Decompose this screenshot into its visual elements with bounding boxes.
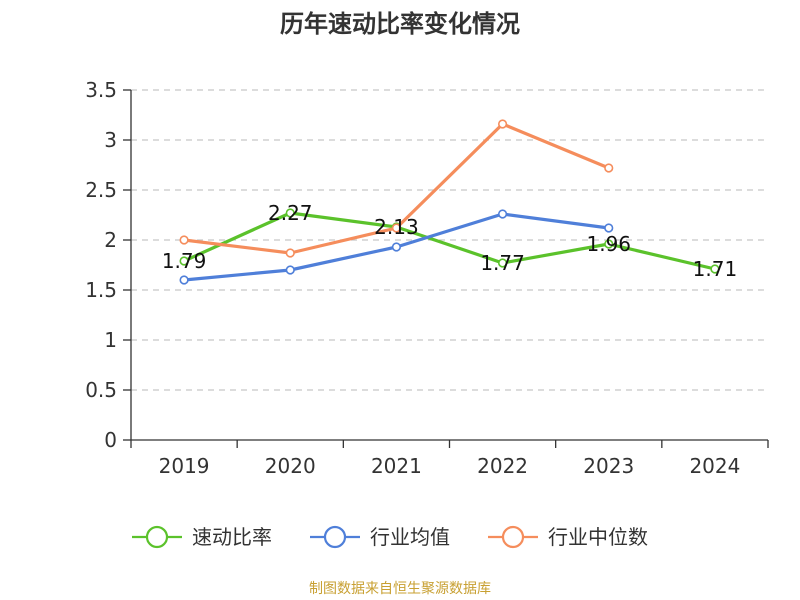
- data-point: [391, 242, 402, 252]
- legend-marker: [145, 525, 169, 549]
- y-tick-label: 3: [104, 128, 117, 152]
- source-note: 制图数据来自恒生聚源数据库: [309, 581, 491, 597]
- x-tick-label: 2020: [265, 454, 316, 478]
- data-point: [497, 258, 508, 268]
- data-point: [497, 119, 508, 129]
- data-point: [285, 208, 295, 218]
- data-point: [497, 209, 508, 219]
- legend-label: 行业中位数: [548, 525, 648, 549]
- data-point: [179, 275, 189, 285]
- data-point: [285, 248, 295, 258]
- data-point: [285, 265, 295, 275]
- data-label-layer: 1.79 2.27 2.13 1.77 1.96 1.71: [162, 201, 737, 281]
- y-tick-label: 0: [104, 428, 117, 452]
- data-point: [710, 264, 720, 274]
- y-tick-label: 0.5: [85, 378, 117, 402]
- x-tick-label: 2019: [159, 454, 210, 478]
- data-label: 1.71: [693, 257, 738, 281]
- data-point: [604, 163, 614, 173]
- legend-item: 行业均值: [310, 525, 450, 549]
- data-point: [179, 235, 189, 245]
- data-point: [391, 223, 402, 233]
- legend-item: 行业中位数: [488, 525, 648, 549]
- data-label: 2.13: [374, 215, 419, 239]
- data-label: 1.77: [480, 251, 525, 275]
- legend-marker: [323, 525, 347, 549]
- y-tick-label: 1.5: [85, 278, 117, 302]
- legend-marker: [501, 525, 525, 549]
- data-label: 1.79: [162, 249, 207, 273]
- legend-label: 速动比率: [192, 525, 272, 549]
- series-layer: [179, 119, 720, 285]
- grid-layer: [131, 89, 768, 391]
- data-point: [604, 239, 614, 249]
- legend-item: 速动比率: [132, 525, 272, 549]
- axis-layer: 0 0.5 1 1.5 2 2.5 3 3.5 2019 2020 2021 2022 2023 2024: [85, 78, 769, 478]
- chart-title: 历年速动比率变化情况: [280, 10, 520, 38]
- x-tick-label: 2021: [371, 454, 422, 478]
- y-tick-label: 2.5: [85, 178, 117, 202]
- legend: 速动比率 行业均值 行业中位数: [132, 525, 648, 549]
- legend-label: 行业均值: [370, 525, 450, 549]
- y-tick-label: 3.5: [85, 78, 117, 102]
- data-label: 2.27: [268, 201, 313, 225]
- x-tick-label: 2024: [689, 454, 740, 478]
- data-point: [604, 223, 614, 233]
- data-label: 1.96: [586, 232, 631, 256]
- y-tick-label: 1: [104, 328, 117, 352]
- x-tick-label: 2022: [477, 454, 528, 478]
- y-tick-label: 2: [104, 228, 117, 252]
- series-line: [182, 211, 717, 271]
- x-tick-label: 2023: [583, 454, 634, 478]
- data-point: [179, 256, 189, 266]
